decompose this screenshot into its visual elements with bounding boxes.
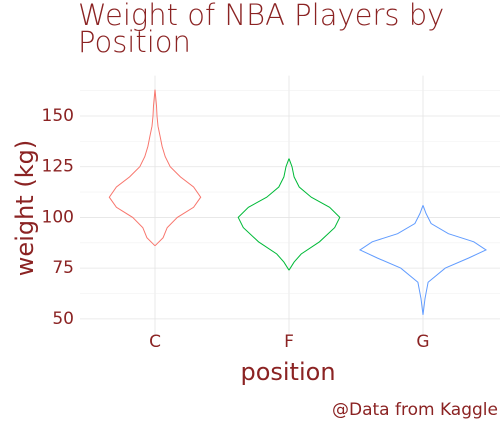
x-tick-label: F	[284, 332, 294, 352]
violin-outline	[108, 89, 156, 247]
y-tick-label: 50	[52, 309, 74, 329]
y-tick-label: 100	[42, 207, 74, 227]
y-axis-title: weight (kg)	[11, 140, 39, 276]
y-tick-label: 150	[42, 106, 74, 126]
violin-outline	[358, 205, 424, 315]
violin-outline	[288, 158, 341, 271]
violin-outline	[422, 205, 488, 315]
y-tick-label: 125	[42, 157, 74, 177]
violin-outline	[237, 158, 290, 271]
y-tick-label: 75	[52, 258, 74, 278]
x-axis-title: position	[240, 358, 335, 386]
x-tick-label: G	[416, 332, 429, 352]
x-tick-label: C	[149, 332, 161, 352]
violin-outline	[154, 89, 202, 247]
chart-title: Weight of NBA Players by Position	[78, 0, 445, 59]
caption: @Data from Kaggle	[332, 400, 498, 420]
